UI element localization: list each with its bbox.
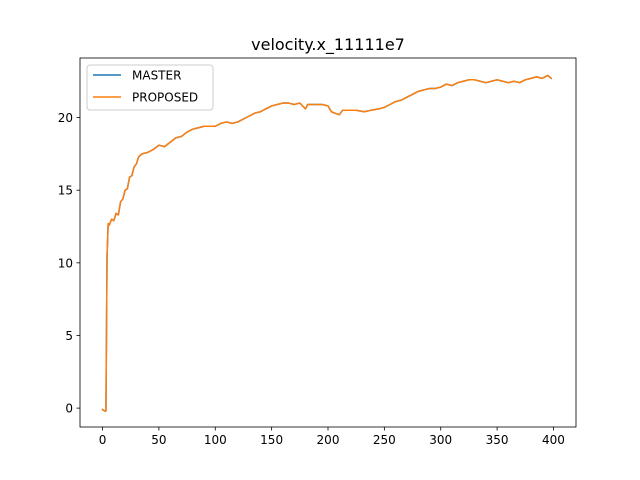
legend-label-proposed: PROPOSED <box>132 91 198 105</box>
x-tick-label: 300 <box>429 433 452 447</box>
x-tick-label: 250 <box>373 433 396 447</box>
y-tick-label: 15 <box>58 184 73 198</box>
series-line-master <box>101 74 553 412</box>
x-tick-label: 350 <box>486 433 509 447</box>
series-line-proposed <box>101 74 553 412</box>
x-tick-label: 150 <box>260 433 283 447</box>
y-tick-label: 0 <box>65 402 73 416</box>
x-tick-label: 50 <box>151 433 166 447</box>
chart-title: velocity.x_11111e7 <box>251 35 405 55</box>
y-tick-label: 20 <box>58 111 73 125</box>
y-tick-label: 5 <box>65 329 73 343</box>
y-axis: 0 5 10 15 20 <box>58 111 80 416</box>
y-tick-label: 10 <box>58 256 73 270</box>
axes-frame <box>79 57 577 428</box>
x-axis: 0 50 100 150 200 250 300 350 400 <box>99 427 565 447</box>
legend-box <box>86 64 214 111</box>
x-tick-label: 200 <box>317 433 340 447</box>
x-tick-label: 0 <box>99 433 107 447</box>
legend-label-master: MASTER <box>132 69 181 83</box>
x-tick-label: 100 <box>204 433 227 447</box>
plot-area <box>79 57 577 428</box>
x-tick-label: 400 <box>542 433 565 447</box>
legend: MASTER PROPOSED <box>86 64 214 111</box>
